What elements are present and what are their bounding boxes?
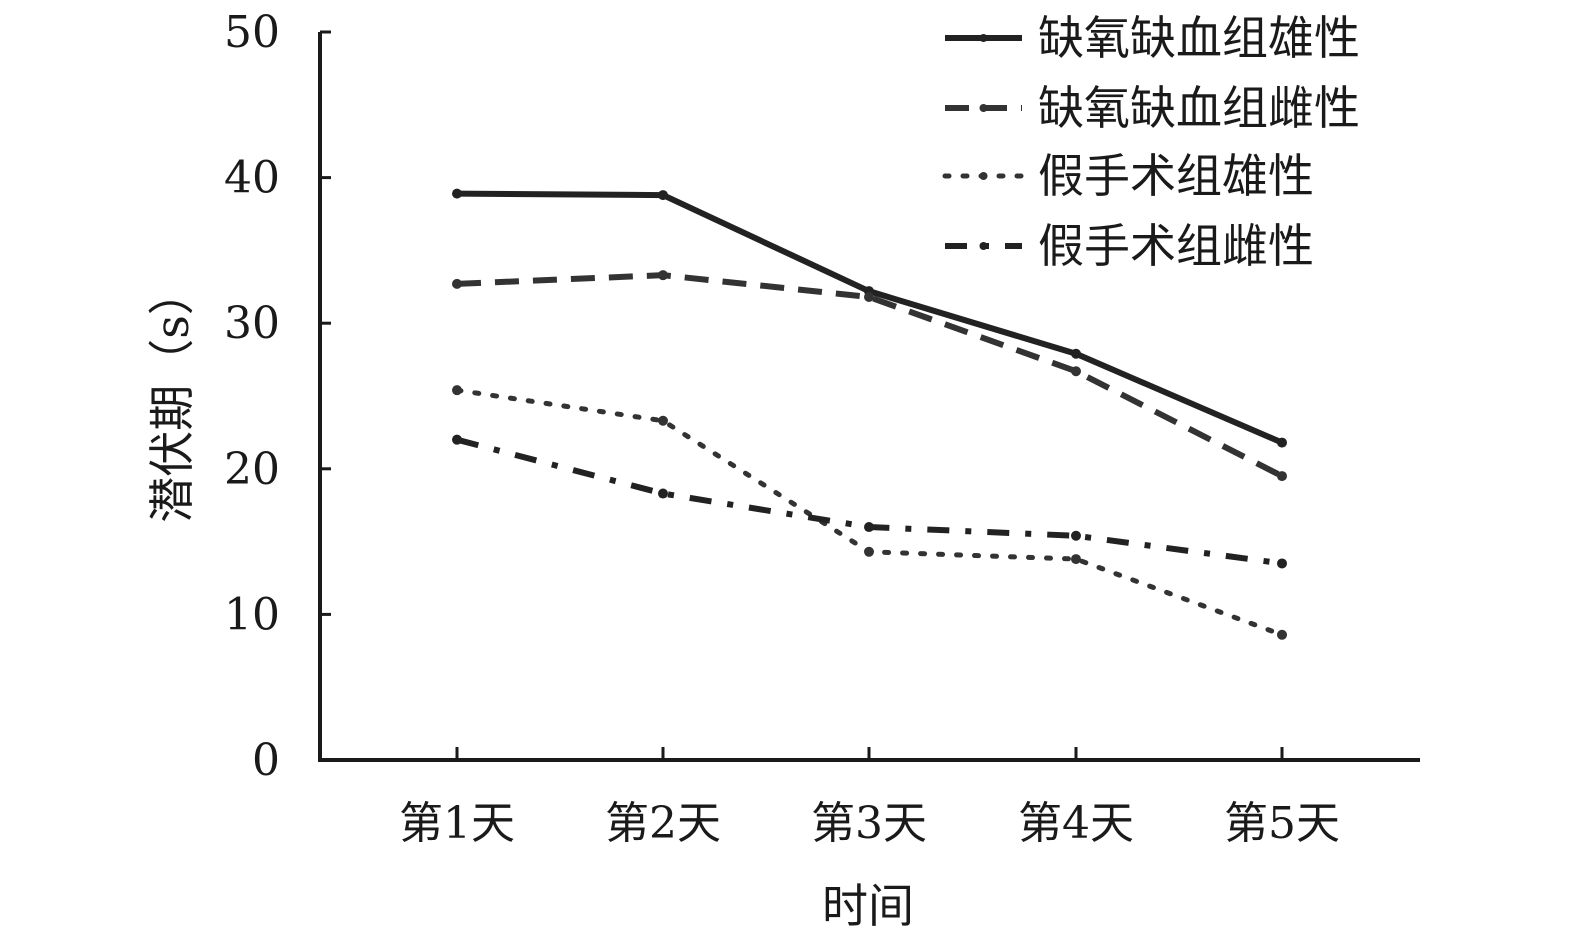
y-tick-label: 30 [224, 298, 280, 349]
data-point [1277, 471, 1287, 482]
data-point [658, 415, 668, 426]
x-tick-label: 第3天 [811, 798, 927, 849]
y-axis-title: 潜伏期（s） [145, 269, 199, 523]
legend-label-1: 缺氧缺血组雄性 [1038, 11, 1360, 65]
series-line-3 [454, 387, 1285, 638]
data-point [1071, 348, 1081, 359]
y-ticks: 0 10 20 30 40 50 [224, 7, 331, 786]
data-point [452, 385, 462, 396]
y-tick-label: 50 [224, 7, 280, 58]
data-point [1071, 554, 1081, 565]
series-lines [452, 188, 1287, 640]
legend-label-3: 假手术组雄性 [1038, 149, 1314, 203]
legend-label-4: 假手术组雌性 [1038, 219, 1314, 273]
data-point [658, 270, 668, 281]
data-point [1277, 437, 1287, 448]
y-tick-label: 0 [252, 735, 280, 786]
data-point [864, 546, 874, 557]
legend-marker [979, 34, 988, 42]
series-line-4 [456, 436, 1283, 567]
data-point [452, 278, 462, 289]
legend-marker [979, 242, 988, 250]
x-tick-label: 第5天 [1224, 798, 1340, 849]
x-axis-title: 时间 [822, 879, 914, 933]
data-point [864, 291, 874, 302]
legend-marker [979, 104, 988, 112]
series-line-2 [456, 272, 1284, 479]
x-tick-label: 第2天 [605, 798, 721, 849]
y-tick-label: 40 [224, 153, 280, 204]
legend-marker [979, 172, 988, 180]
y-tick-label: 20 [224, 444, 280, 495]
x-tick-label: 第4天 [1018, 798, 1134, 849]
data-point [452, 434, 462, 445]
data-point [1277, 558, 1287, 569]
legend-label-2: 缺氧缺血组雌性 [1038, 81, 1360, 135]
plot-area [318, 32, 1420, 762]
y-tick-label: 10 [224, 589, 280, 640]
x-tick-label: 第1天 [399, 798, 515, 849]
data-point [864, 522, 874, 533]
data-point [1071, 530, 1081, 541]
data-point [658, 488, 668, 499]
data-point [452, 188, 462, 199]
data-point [658, 190, 668, 201]
data-point [1277, 629, 1287, 640]
data-point [1071, 366, 1081, 377]
x-ticks: 第1天 第2天 第3天 第4天 第5天 [399, 747, 1340, 849]
